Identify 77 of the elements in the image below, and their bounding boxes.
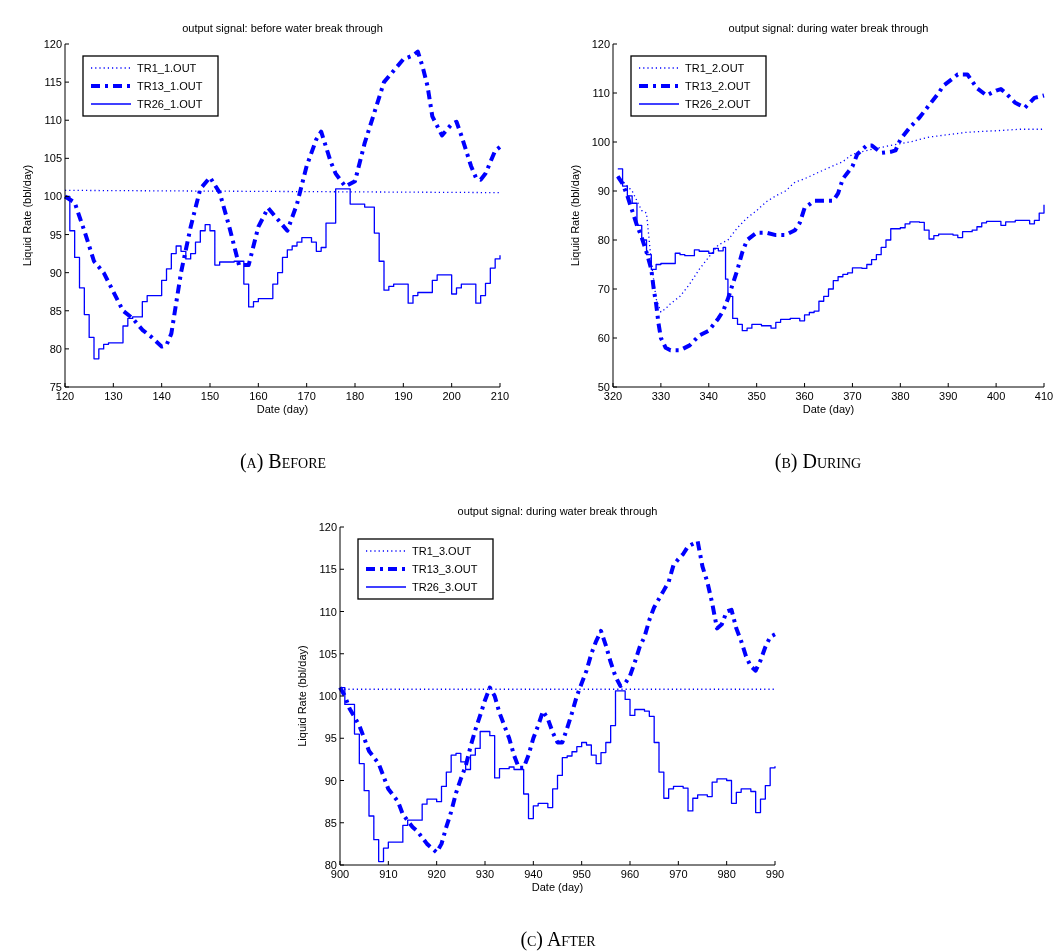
x-tick-label: 950 (572, 868, 591, 880)
y-axis-title: Liquid Rate (bbl/day) (21, 164, 33, 267)
x-tick-label: 170 (297, 390, 316, 402)
text: (a) Before (239, 450, 327, 473)
x-tick-label: 930 (475, 868, 495, 880)
y-tick-label: 90 (597, 185, 610, 197)
y-tick-label: 120 (43, 38, 62, 50)
y-tick-label: 90 (324, 774, 337, 787)
x-tick-label: 940 (524, 868, 543, 880)
x-tick-label: 960 (620, 868, 640, 880)
legend-label: TR26_2.OUT (685, 98, 751, 110)
text: (b) During (774, 450, 862, 473)
x-tick-label: 410 (1034, 390, 1054, 402)
chart-title: output signal: during water break through (728, 22, 929, 34)
y-tick-label: 80 (49, 342, 62, 355)
x-tick-label: 150 (200, 390, 220, 402)
y-tick-label: 60 (597, 332, 610, 344)
y-tick-label: 115 (44, 76, 62, 89)
y-tick-label: 95 (324, 732, 337, 745)
x-tick-label: 320 (603, 390, 623, 402)
x-tick-label: 920 (427, 868, 446, 880)
x-tick-label: 370 (843, 390, 862, 402)
x-axis-title: Date (day) (531, 881, 584, 893)
y-tick-label: 105 (318, 647, 337, 660)
x-axis-title: Date (day) (256, 403, 309, 415)
legend-label: TR26_1.OUT (137, 98, 203, 110)
x-tick-label: 910 (379, 868, 398, 880)
y-tick-label: 80 (597, 234, 610, 246)
x-tick-label: 380 (891, 390, 910, 402)
y-tick-label: 75 (49, 381, 62, 393)
x-tick-label: 330 (651, 390, 671, 402)
legend-label: TR1_1.OUT (137, 62, 197, 74)
y-tick-label: 110 (44, 114, 62, 127)
legend-label: TR13_2.OUT (685, 80, 751, 92)
y-tick-label: 110 (319, 605, 337, 618)
chart-title: output signal: during water break through (457, 505, 658, 517)
x-tick-label: 200 (442, 390, 461, 402)
y-tick-label: 115 (319, 563, 337, 576)
y-tick-label: 95 (49, 228, 62, 241)
y-tick-label: 105 (43, 152, 62, 165)
chart-title: output signal: before water break through (182, 22, 383, 34)
y-tick-label: 120 (591, 38, 610, 50)
x-tick-label: 360 (795, 390, 814, 402)
x-tick-label: 130 (104, 390, 123, 402)
x-tick-label: 190 (394, 390, 413, 402)
legend-label: TR1_3.OUT (412, 545, 472, 557)
x-tick-label: 400 (986, 390, 1006, 402)
y-tick-label: 100 (43, 190, 62, 203)
y-tick-label: 80 (324, 859, 337, 871)
x-tick-label: 990 (765, 868, 785, 880)
x-tick-label: 160 (249, 390, 268, 402)
y-tick-label: 70 (597, 283, 610, 295)
y-tick-label: 100 (318, 690, 337, 702)
x-tick-label: 900 (330, 868, 350, 880)
x-tick-label: 350 (747, 390, 766, 402)
y-tick-label: 100 (591, 136, 610, 148)
x-tick-label: 970 (669, 868, 688, 880)
y-tick-label: 120 (318, 521, 337, 533)
y-tick-label: 50 (597, 381, 610, 393)
legend-label: TR1_2.OUT (685, 62, 745, 74)
y-tick-label: 85 (49, 304, 62, 317)
x-tick-label: 180 (345, 390, 365, 402)
legend-label: TR26_3.OUT (412, 581, 478, 593)
legend-label: TR13_3.OUT (412, 563, 478, 575)
text: (c) After (520, 928, 597, 951)
x-tick-label: 210 (490, 390, 510, 402)
y-tick-label: 90 (49, 266, 62, 279)
y-axis-title: Liquid Rate (bbl/day) (569, 164, 581, 267)
x-axis-title: Date (day) (802, 403, 855, 415)
x-tick-label: 980 (717, 868, 736, 880)
legend-label: TR13_1.OUT (137, 80, 203, 92)
y-tick-label: 85 (324, 816, 337, 829)
x-tick-label: 140 (152, 390, 171, 402)
y-axis-title: Liquid Rate (bbl/day) (296, 645, 308, 747)
x-tick-label: 390 (939, 390, 958, 402)
y-tick-label: 110 (592, 87, 610, 99)
x-tick-label: 340 (699, 390, 718, 402)
